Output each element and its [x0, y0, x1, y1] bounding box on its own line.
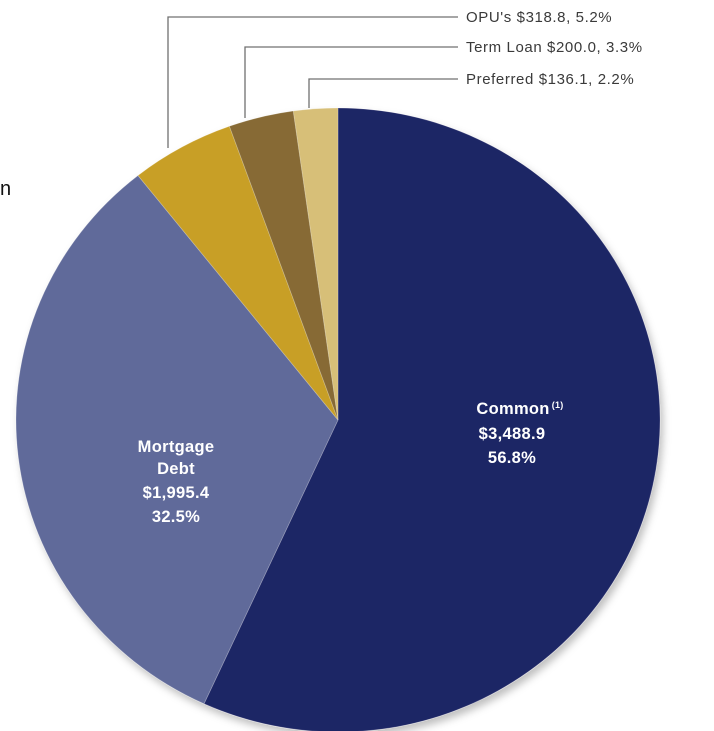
common-value-label: $3,488.9: [479, 425, 546, 443]
mortgage-slice-label: Mortgage Debt $1,995.4 32.5%: [138, 438, 215, 526]
common-slice-label: Common (1) $3,488.9 56.8%: [476, 400, 563, 467]
term-loan-leader-line: [244, 46, 458, 118]
mortgage-name-label: Mortgage: [138, 438, 215, 456]
pie-slice-mortgage: [15, 174, 339, 705]
pie-slices: [15, 107, 661, 731]
term-loan-external-label: Term Loan $200.0, 3.3%: [466, 39, 643, 56]
preferred-leader-line: [308, 78, 458, 108]
pie-slice-common: [203, 107, 661, 731]
common-name-label: Common: [476, 400, 549, 418]
opus-external-label: OPU's $318.8, 5.2%: [466, 9, 612, 26]
opus-leader-line: [167, 16, 458, 148]
mortgage-percent-label: 32.5%: [152, 508, 200, 526]
svg-text:Common(1): Common (1): [476, 400, 563, 418]
mortgage-value-label: $1,995.4: [143, 484, 210, 502]
common-percent-label: 56.8%: [488, 449, 536, 467]
cropped-left-text: n: [0, 178, 11, 200]
mortgage-name-line2-label: Debt: [157, 460, 195, 478]
leader-lines: [167, 16, 458, 148]
preferred-external-label: Preferred $136.1, 2.2%: [466, 71, 634, 88]
common-footnote-mark: (1): [552, 400, 564, 410]
pie-slice-preferred: [292, 107, 339, 421]
